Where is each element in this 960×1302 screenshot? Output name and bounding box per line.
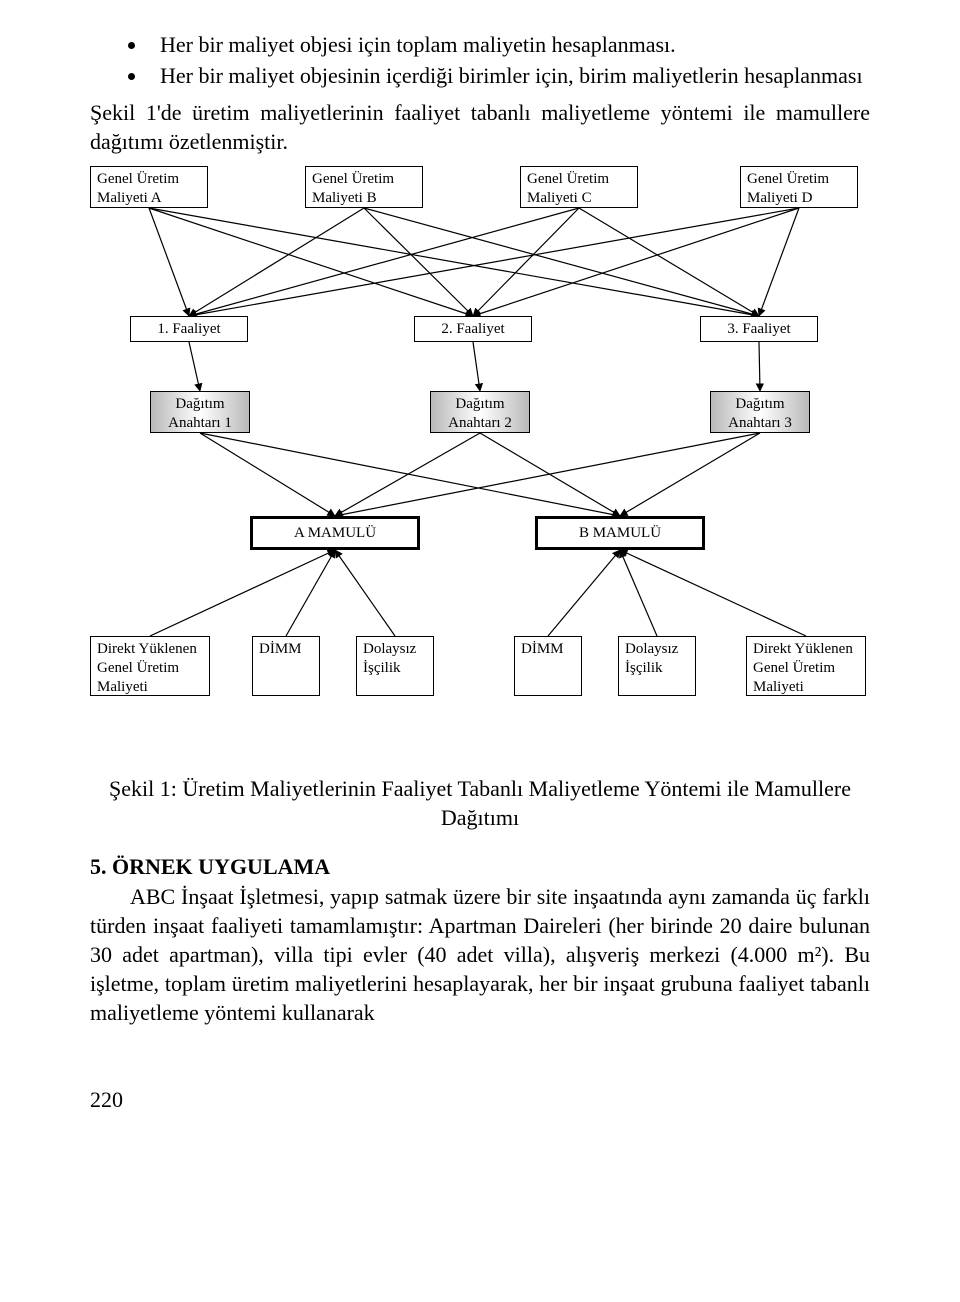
intro-paragraph: Şekil 1'de üretim maliyetlerinin faaliye… [90,98,870,156]
faaliyet-box: 1. Faaliyet [130,316,248,342]
bottom-box: Dolaysızİşçilik [618,636,696,696]
section-5-body: ABC İnşaat İşletmesi, yapıp satmak üzere… [90,882,870,1027]
faaliyet-box: 2. Faaliyet [414,316,532,342]
mamul-box: A MAMULÜ [250,516,420,550]
page-number: 220 [90,1087,870,1113]
bullet-item: Her bir maliyet objesinin içerdiği birim… [148,61,870,90]
bottom-box: Direkt YüklenenGenel ÜretimMaliyeti [90,636,210,696]
dagitim-box: DağıtımAnahtarı 2 [430,391,530,433]
bullet-list: Her bir maliyet objesi için toplam maliy… [90,30,870,90]
dagitim-box: DağıtımAnahtarı 1 [150,391,250,433]
bottom-box: Direkt YüklenenGenel ÜretimMaliyeti [746,636,866,696]
gum-box: Genel ÜretimMaliyeti A [90,166,208,208]
bottom-box: DİMM [514,636,582,696]
bottom-box: DİMM [252,636,320,696]
faaliyet-box: 3. Faaliyet [700,316,818,342]
section-5-title: 5. ÖRNEK UYGULAMA [90,854,870,880]
gum-box: Genel ÜretimMaliyeti B [305,166,423,208]
bottom-box: Dolaysızİşçilik [356,636,434,696]
bullet-item: Her bir maliyet objesi için toplam maliy… [148,30,870,59]
section-5-body-text: ABC İnşaat İşletmesi, yapıp satmak üzere… [90,884,870,1025]
diagram-figure: Genel ÜretimMaliyeti A Genel ÜretimMaliye… [90,166,870,756]
gum-box: Genel ÜretimMaliyeti C [520,166,638,208]
dagitim-box: DağıtımAnahtarı 3 [710,391,810,433]
figure-caption: Şekil 1: Üretim Maliyetlerinin Faaliyet … [90,774,870,832]
gum-box: Genel ÜretimMaliyeti D [740,166,858,208]
mamul-box: B MAMULÜ [535,516,705,550]
